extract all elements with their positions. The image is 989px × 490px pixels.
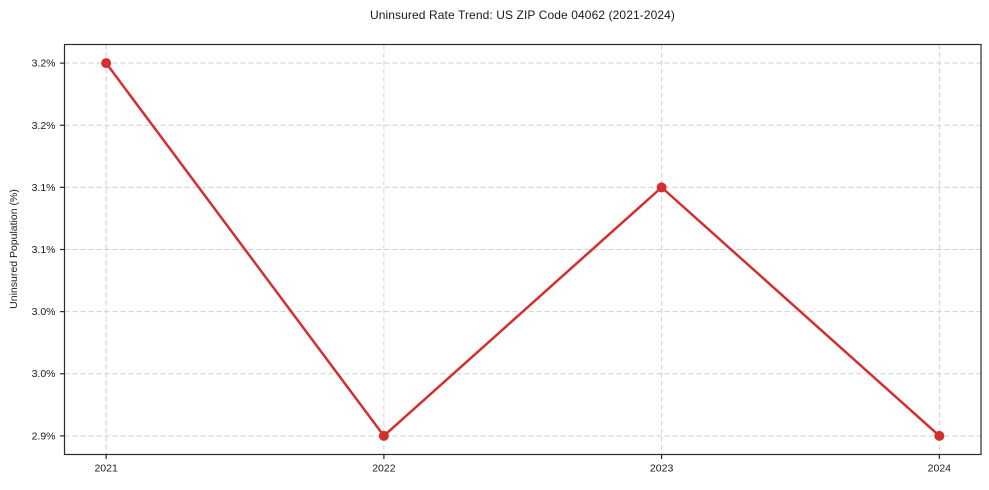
y-tick-label: 3.0% [32, 368, 56, 380]
grid-layer [64, 44, 981, 455]
y-tick-label: 3.1% [32, 182, 56, 194]
data-point [378, 430, 389, 441]
y-tick-label: 3.2% [32, 58, 56, 70]
y-tick-label: 3.2% [32, 120, 56, 132]
trend-line [104, 61, 941, 438]
tick-labels: 3.2% 3.2% 3.1% 3.1% 3.0% 3.0% 2.9% 2021 2022 2023… [32, 58, 952, 475]
series-layer [101, 58, 945, 441]
y-tick-label: 2.9% [32, 430, 56, 442]
x-tick-label: 2022 [372, 463, 396, 475]
x-tick-label: 2021 [94, 463, 118, 475]
x-tick-label: 2023 [650, 463, 674, 475]
y-tick-label: 3.1% [32, 244, 56, 256]
tick-marks [60, 62, 940, 459]
x-tick-label: 2024 [928, 463, 952, 475]
data-point [656, 182, 667, 193]
data-point [934, 430, 945, 441]
chart-title: Uninsured Rate Trend: US ZIP Code 04062 … [369, 8, 676, 22]
y-tick-label: 3.0% [32, 306, 56, 318]
data-point [101, 58, 112, 69]
